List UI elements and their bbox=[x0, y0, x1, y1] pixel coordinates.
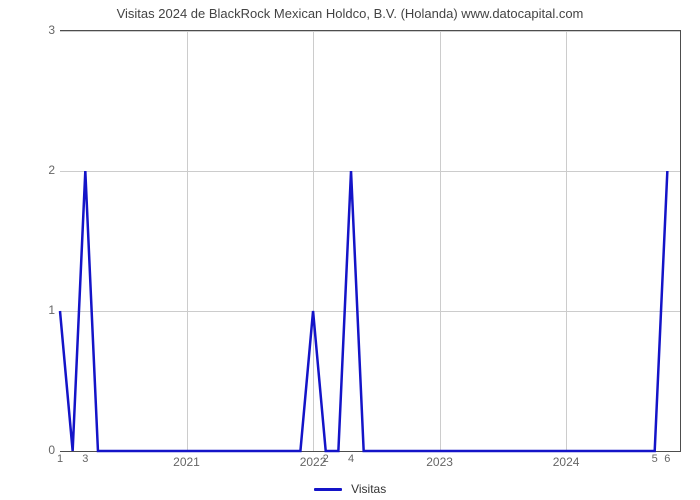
legend: Visitas bbox=[0, 482, 700, 496]
y-axis-tick-label: 3 bbox=[40, 23, 55, 37]
legend-swatch bbox=[314, 488, 342, 491]
plot-area bbox=[60, 30, 681, 452]
x-axis-small-label: 1 bbox=[57, 453, 63, 465]
x-axis-small-label: 3 bbox=[82, 453, 88, 465]
legend-label: Visitas bbox=[351, 482, 386, 496]
x-axis-year-label: 2023 bbox=[426, 455, 453, 469]
series-line bbox=[60, 171, 667, 451]
chart-container: Visitas 2024 de BlackRock Mexican Holdco… bbox=[0, 0, 700, 500]
y-axis-tick-label: 1 bbox=[40, 303, 55, 317]
line-chart-svg bbox=[60, 31, 680, 451]
y-axis-tick-label: 0 bbox=[40, 443, 55, 457]
x-axis-small-label: 6 bbox=[664, 453, 670, 465]
y-axis-tick-label: 2 bbox=[40, 163, 55, 177]
x-axis-year-label: 2021 bbox=[173, 455, 200, 469]
x-axis-year-label: 2024 bbox=[553, 455, 580, 469]
x-axis-small-label: 5 bbox=[652, 453, 658, 465]
chart-title: Visitas 2024 de BlackRock Mexican Holdco… bbox=[0, 6, 700, 21]
x-axis-small-label: 4 bbox=[348, 453, 354, 465]
x-axis-small-label: 2 bbox=[323, 453, 329, 465]
